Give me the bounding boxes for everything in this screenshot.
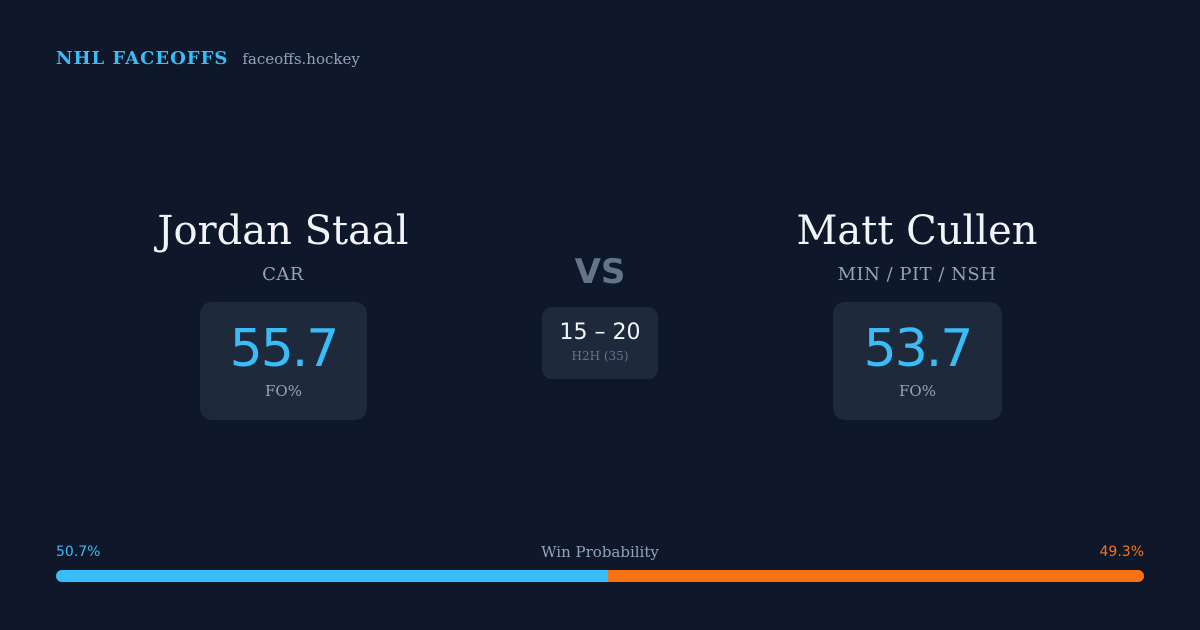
player-left-team: CAR (262, 264, 304, 285)
win-prob-right-label: 49.3% (1099, 544, 1144, 560)
player-right-fo-card: 53.7 FO% (833, 302, 1002, 420)
h2h-score: 15 – 20 (559, 320, 641, 345)
h2h-card: 15 – 20 H2H (35) (542, 307, 658, 379)
win-prob-fill-left (56, 570, 608, 582)
player-right-team: MIN / PIT / NSH (837, 264, 997, 285)
player-left-fo-value: 55.7 (229, 319, 340, 379)
player-right: Matt Cullen MIN / PIT / NSH (697, 204, 1137, 285)
player-right-fo-label: FO% (899, 382, 936, 400)
brand-url: faceoffs.hockey (242, 50, 360, 68)
win-prob-left-label: 50.7% (56, 544, 101, 560)
player-right-name: Matt Cullen (796, 208, 1038, 254)
win-prob-fill-right (607, 570, 1144, 582)
player-left-fo-card: 55.7 FO% (200, 302, 367, 420)
h2h-label: H2H (35) (571, 349, 629, 363)
player-left-name: Jordan Staal (157, 208, 409, 254)
brand-name: NHL FACEOFFS (56, 48, 229, 69)
brand-header: NHL FACEOFFS faceoffs.hockey (56, 48, 360, 69)
versus-label: VS (574, 252, 626, 292)
win-prob-title: Win Probability (541, 543, 659, 561)
player-left: Jordan Staal CAR (63, 204, 503, 285)
player-right-fo-value: 53.7 (863, 319, 974, 379)
player-left-fo-label: FO% (265, 382, 302, 400)
win-probability-bar (56, 570, 1144, 582)
